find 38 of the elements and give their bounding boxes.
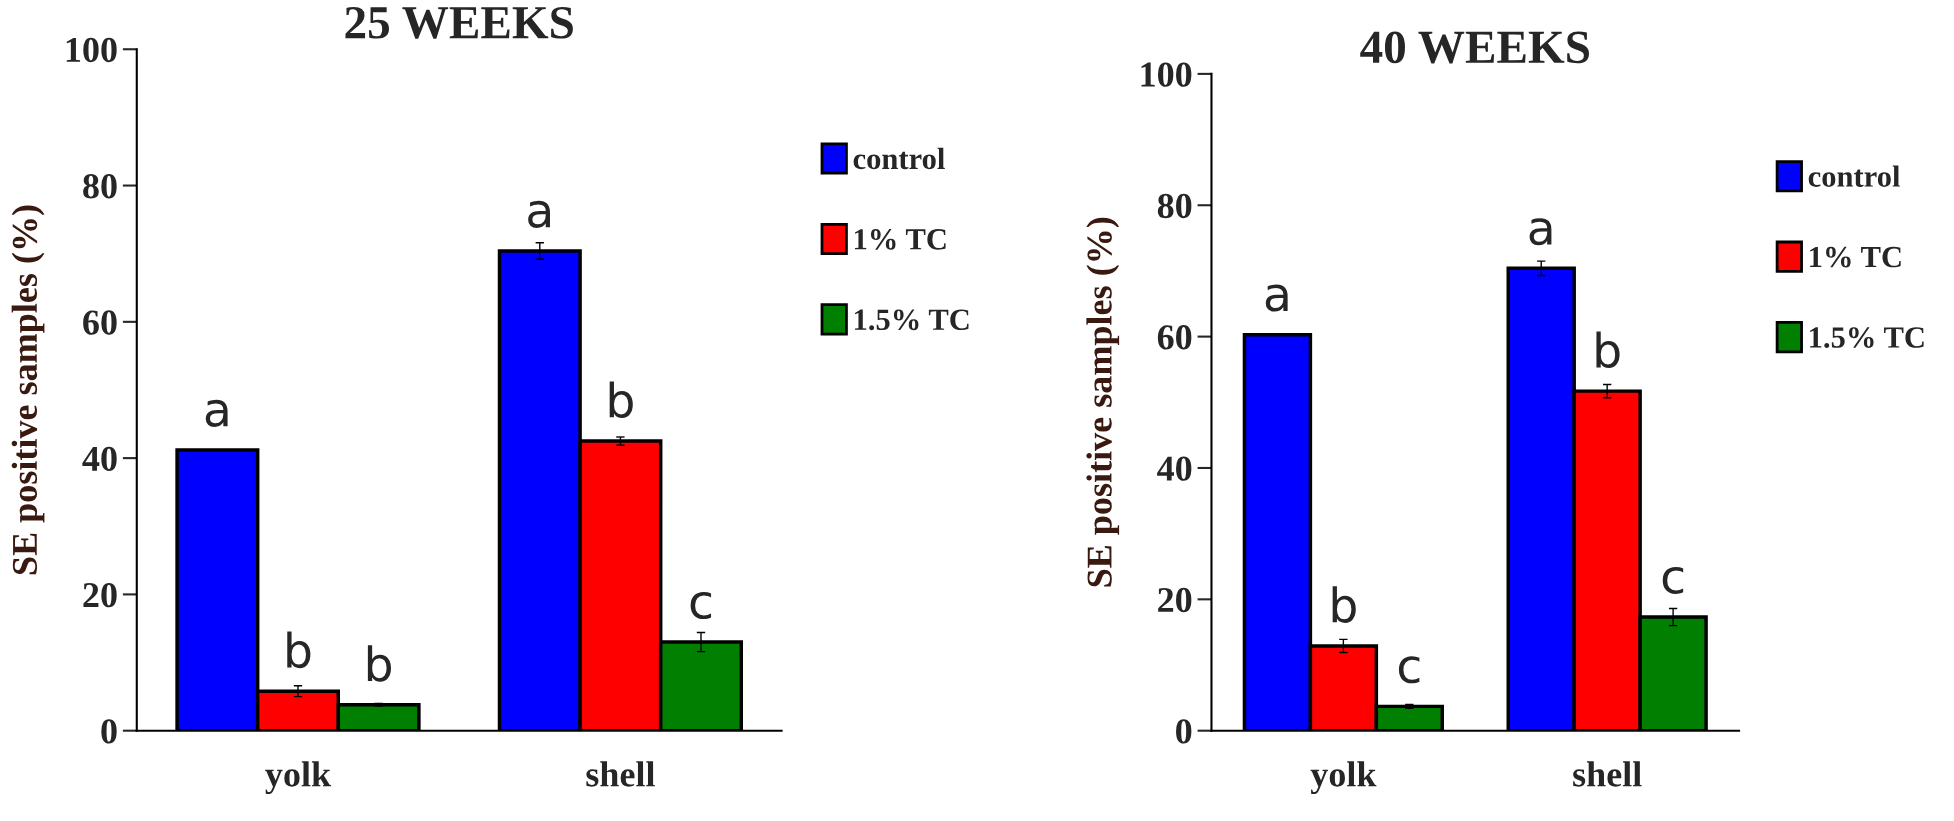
data-label: a xyxy=(205,399,228,427)
x-tick-label: shell xyxy=(1573,761,1642,787)
y-tick-label: 100 xyxy=(66,37,117,63)
data-label: b xyxy=(367,645,391,682)
data-label: b xyxy=(1596,331,1620,369)
y-tick-label: 100 xyxy=(1141,62,1192,87)
y-axis-title: SE positive samples (%) xyxy=(1086,217,1120,587)
x-tick-label: shell xyxy=(586,761,655,787)
y-tick-label: 0 xyxy=(1176,719,1192,744)
data-label: b xyxy=(609,381,633,419)
x-tick-label: yolk xyxy=(1310,761,1377,795)
data-label: c xyxy=(1662,566,1684,595)
data-label: b xyxy=(287,631,311,669)
legend-label: 1.5% TC xyxy=(1810,327,1924,348)
y-tick-label: 20 xyxy=(1158,587,1192,613)
data-label: c xyxy=(690,591,712,620)
x-tick-label: yolk xyxy=(265,761,332,795)
legend-label: 1% TC xyxy=(1810,246,1901,268)
y-tick-label: 0 xyxy=(101,719,117,744)
legend-label: 1% TC xyxy=(855,229,946,250)
y-tick-label: 60 xyxy=(83,310,117,335)
data-label: a xyxy=(1529,218,1552,246)
data-label: a xyxy=(528,200,550,228)
chart-title: 40 WEEKS xyxy=(1360,31,1589,64)
y-tick-label: 60 xyxy=(1157,325,1192,350)
data-label: a xyxy=(1265,284,1288,312)
legend-label: control xyxy=(1808,165,1900,187)
y-tick-label: 80 xyxy=(83,174,117,199)
y-tick-label: 40 xyxy=(1157,456,1192,481)
data-label: b xyxy=(1332,586,1356,623)
y-tick-label: 80 xyxy=(1157,193,1192,219)
y-tick-label: 40 xyxy=(82,446,117,471)
legend-label: 1.5% TC xyxy=(855,309,969,331)
y-axis-title: SE positive samples (%) xyxy=(11,205,45,575)
data-label: c xyxy=(1398,656,1420,684)
y-tick-label: 20 xyxy=(83,582,117,608)
legend-label: control xyxy=(853,147,945,170)
chart-title: 25 WEEKS xyxy=(345,6,573,39)
